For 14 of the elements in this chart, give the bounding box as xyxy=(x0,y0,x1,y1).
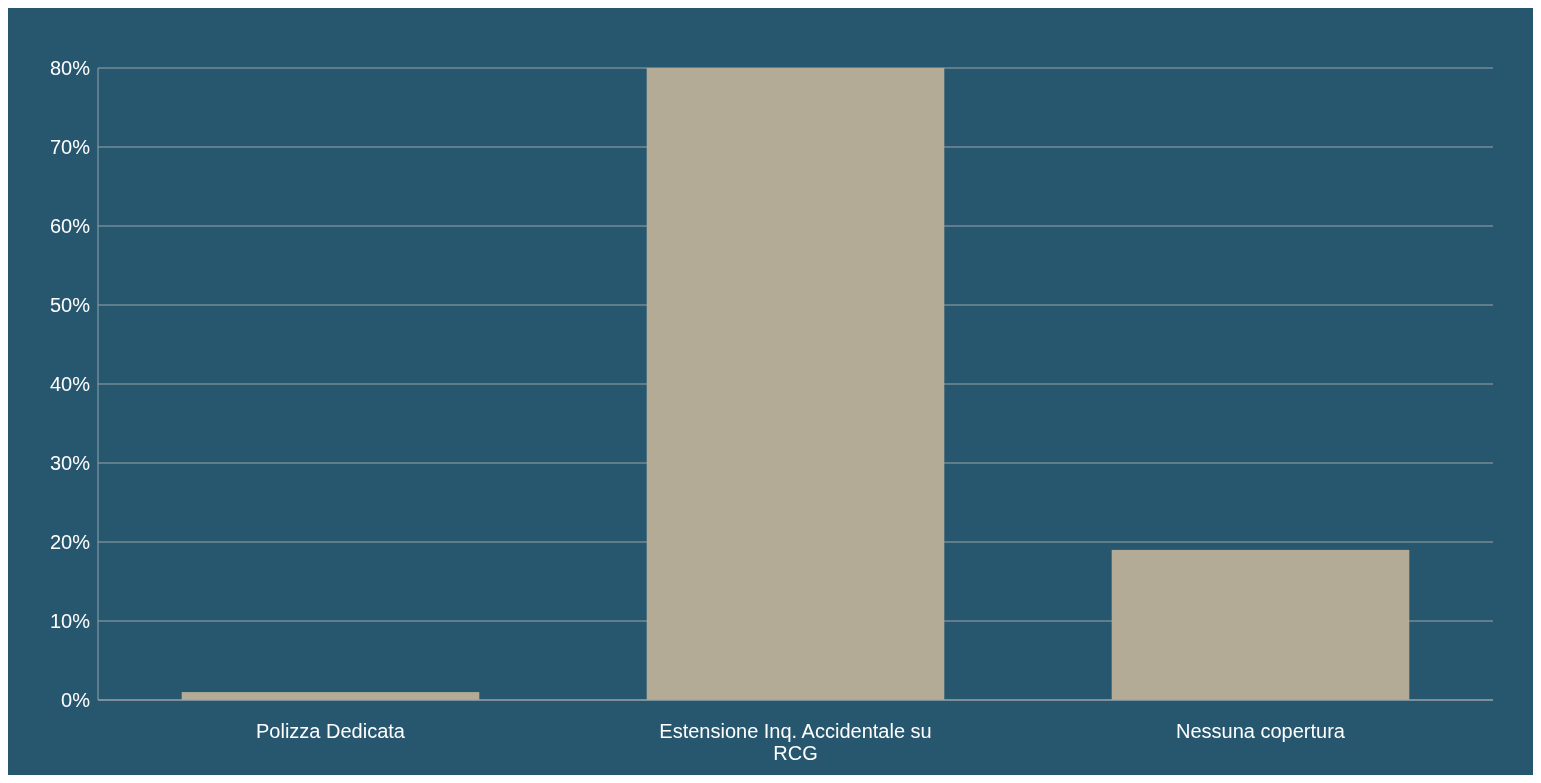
y-tick-label: 80% xyxy=(49,57,91,79)
y-tick-label: 30% xyxy=(49,452,91,474)
x-tick-label: Nessuna copertura xyxy=(1176,720,1346,742)
x-tick-label: Polizza Dedicata xyxy=(256,720,406,742)
y-tick-label: 20% xyxy=(49,531,91,553)
bar xyxy=(1111,549,1410,700)
y-tick-label: 70% xyxy=(49,136,91,158)
y-tick-label: 60% xyxy=(49,215,91,237)
y-tick-label: 10% xyxy=(49,610,91,632)
y-tick-label: 40% xyxy=(49,373,91,395)
y-tick-label: 0% xyxy=(61,689,91,711)
y-tick-label: 50% xyxy=(49,294,91,316)
bar xyxy=(646,68,945,700)
x-tick-label: Estensione Inq. Accidentale su RCG xyxy=(659,720,932,764)
